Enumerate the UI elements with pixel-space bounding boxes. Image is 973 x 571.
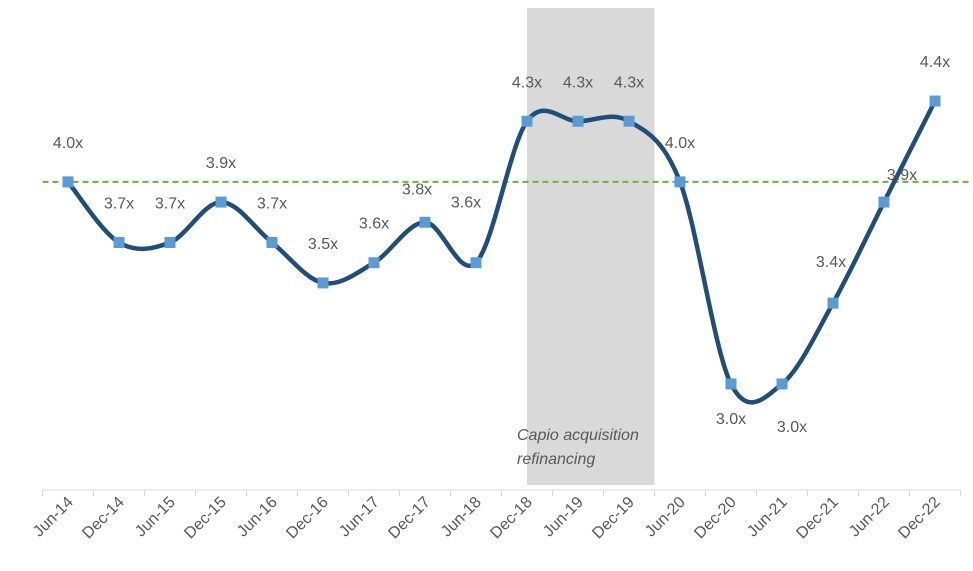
- x-tick-label: Dec-14: [79, 494, 128, 543]
- x-tick-label: Dec-16: [283, 494, 332, 543]
- data-label: 3.5x: [308, 236, 338, 253]
- marker: [62, 176, 74, 188]
- data-label: 4.3x: [614, 74, 644, 91]
- x-tick-label: Dec-15: [181, 494, 230, 543]
- data-label: 4.0x: [53, 135, 83, 152]
- data-label: 3.4x: [816, 254, 846, 271]
- data-label: 3.7x: [104, 196, 134, 213]
- x-tick-label: Jun-18: [438, 494, 485, 541]
- x-tick-label: Dec-19: [589, 494, 638, 543]
- x-tick-label: Jun-22: [846, 494, 893, 541]
- x-tick-label: Jun-19: [540, 494, 587, 541]
- data-label: 3.9x: [887, 167, 917, 184]
- marker: [572, 115, 584, 127]
- x-tick-label: Dec-20: [691, 494, 740, 543]
- marker: [776, 378, 788, 390]
- annotation-line: refinancing: [517, 451, 595, 468]
- marker: [674, 176, 686, 188]
- marker: [623, 115, 635, 127]
- marker: [164, 237, 176, 248]
- marker: [470, 257, 482, 269]
- marker: [266, 237, 278, 248]
- data-label: 3.6x: [451, 195, 481, 212]
- data-label: 3.9x: [206, 155, 236, 172]
- marker: [929, 95, 941, 107]
- data-label: 3.0x: [716, 411, 746, 428]
- data-label: 3.6x: [359, 216, 389, 233]
- data-label: 3.8x: [402, 181, 432, 198]
- marker: [521, 115, 533, 127]
- marker: [113, 237, 125, 248]
- x-tick-label: Jun-17: [336, 494, 383, 541]
- x-tick-label: Dec-21: [793, 494, 842, 543]
- x-tick-label: Jun-20: [642, 494, 689, 541]
- marker: [419, 216, 431, 228]
- data-label: 3.7x: [155, 196, 185, 213]
- data-label: 4.3x: [512, 74, 542, 91]
- marker: [215, 196, 227, 208]
- x-tick-label: Jun-14: [30, 494, 77, 541]
- marker: [317, 277, 329, 289]
- marker: [878, 196, 890, 208]
- data-label: 4.4x: [920, 54, 950, 71]
- x-tick-label: Jun-16: [234, 494, 281, 541]
- marker: [827, 297, 839, 309]
- x-tick-label: Jun-15: [132, 494, 179, 541]
- data-label: 3.7x: [257, 196, 287, 213]
- x-tick-label: Jun-21: [744, 494, 791, 541]
- series-line: [66, 100, 938, 405]
- data-label: 4.0x: [665, 135, 695, 152]
- marker: [725, 378, 737, 390]
- shaded-period: [527, 8, 655, 485]
- data-label: 3.0x: [777, 419, 807, 436]
- x-tick-label: Dec-22: [895, 494, 944, 543]
- marker: [368, 257, 380, 269]
- x-tick-label: Dec-17: [385, 494, 434, 543]
- data-label: 4.3x: [563, 74, 593, 91]
- annotation-line: Capio acquisition: [517, 427, 639, 444]
- annotation: Capio acquisition refinancing: [517, 427, 639, 468]
- x-tick-label: Dec-18: [487, 494, 536, 543]
